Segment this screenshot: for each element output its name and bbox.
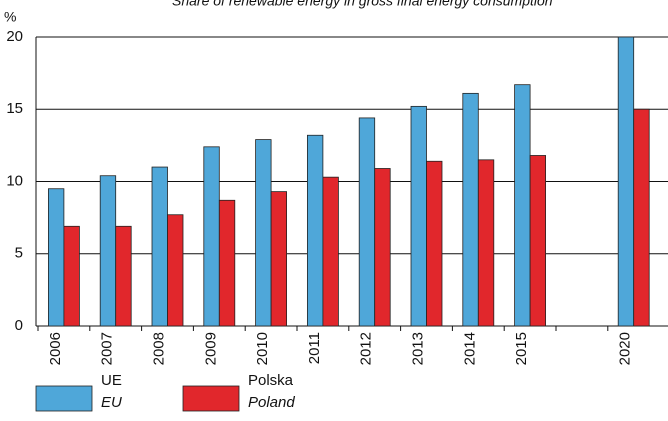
legend-swatch <box>182 385 240 412</box>
x-tick-label: 2010 <box>254 332 271 365</box>
x-tick-label: 2007 <box>99 332 116 365</box>
y-tick-label: 0 <box>15 317 23 334</box>
legend-label: UE <box>101 372 122 389</box>
y-tick-label: 10 <box>6 172 23 189</box>
x-tick-label: 2006 <box>47 332 64 365</box>
bar <box>477 159 495 327</box>
bar <box>462 92 479 327</box>
bar <box>99 175 117 327</box>
y-tick-label: 20 <box>6 28 23 45</box>
bar <box>255 139 272 327</box>
bar <box>306 134 324 327</box>
bar <box>203 146 220 327</box>
x-tick-label: 2020 <box>617 332 634 365</box>
x-tick-label: 2009 <box>202 332 219 365</box>
x-tick-label: 2013 <box>409 332 426 365</box>
y-tick-label: 5 <box>15 245 23 262</box>
x-tick-label: 2011 <box>306 332 323 364</box>
x-tick-label: 2012 <box>358 332 375 365</box>
bar <box>115 225 132 327</box>
bar <box>167 214 184 327</box>
y-tick-label: 15 <box>6 100 23 117</box>
bar <box>48 188 65 327</box>
bar <box>63 225 80 327</box>
bar <box>218 199 236 327</box>
bar <box>410 105 427 327</box>
bar <box>633 108 650 327</box>
bar <box>358 117 376 327</box>
y-axis-label: % <box>4 9 16 25</box>
bar <box>374 168 391 327</box>
bar <box>151 166 168 327</box>
x-tick-label: 2008 <box>150 332 167 365</box>
bar <box>529 155 546 327</box>
bar <box>270 191 288 327</box>
bar <box>514 84 531 327</box>
x-tick-label: 2014 <box>461 332 478 365</box>
chart-title: Share of renewable energy in gross final… <box>172 0 553 9</box>
legend-label: Polska <box>248 372 294 389</box>
legend-label-en: EU <box>101 394 122 411</box>
legend-swatch <box>35 385 93 412</box>
bar <box>322 176 339 327</box>
legend-label-en: Poland <box>248 394 295 411</box>
bar <box>617 36 635 327</box>
bar <box>426 160 443 327</box>
x-tick-label: 2015 <box>513 332 530 365</box>
